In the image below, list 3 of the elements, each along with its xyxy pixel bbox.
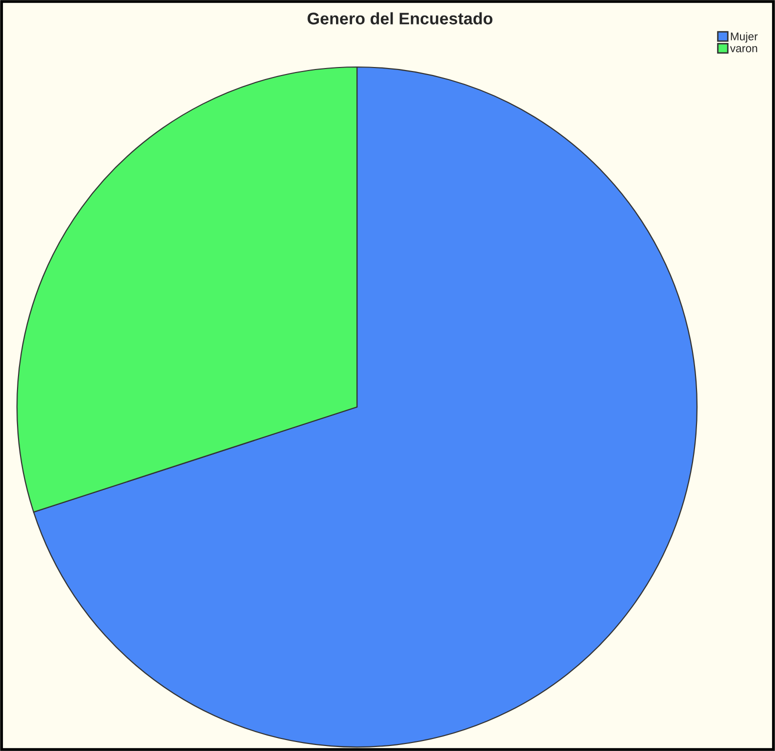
legend-label: varon <box>730 46 758 52</box>
chart-title: Genero del Encuestado <box>308 12 492 24</box>
legend-label: Mujer <box>730 32 758 43</box>
